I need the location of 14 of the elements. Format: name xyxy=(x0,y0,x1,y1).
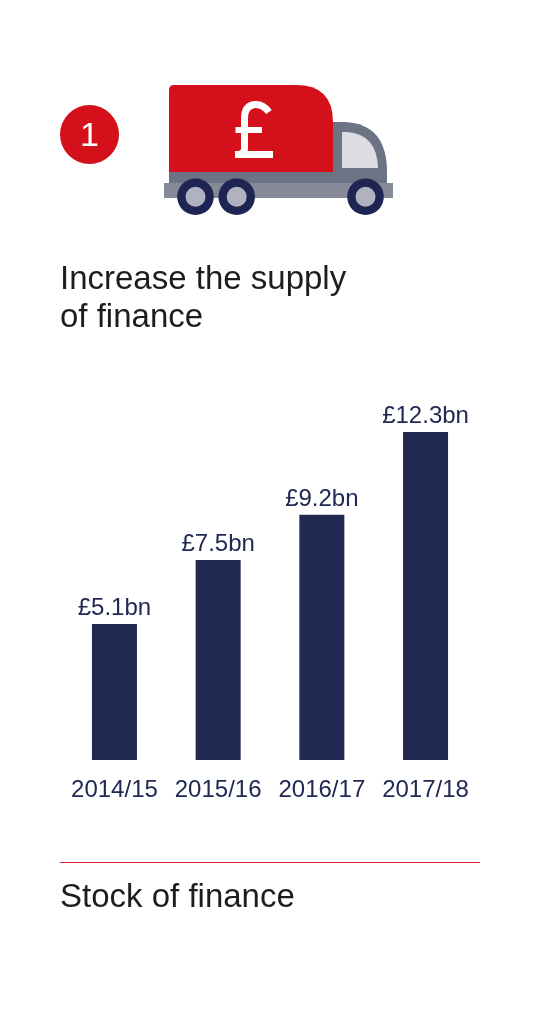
text: Stock of finance xyxy=(60,877,295,915)
data-label: £5.1bn xyxy=(77,593,152,620)
x-tick-label: 2015/16 xyxy=(174,775,262,803)
bar xyxy=(91,624,137,760)
data-label: £7.5bn xyxy=(181,529,255,556)
data-label: £12.3bn xyxy=(382,401,469,428)
data-label: £9.2bn xyxy=(285,483,359,511)
x-tick-label: 2017/18 xyxy=(382,775,469,803)
x-tick-label: 2016/17 xyxy=(278,775,366,803)
bar xyxy=(195,560,241,760)
bar xyxy=(299,514,345,760)
bar xyxy=(403,432,449,760)
x-tick-label: 2014/15 xyxy=(71,775,158,803)
chart-title: Increase the supply of finance xyxy=(60,259,348,335)
